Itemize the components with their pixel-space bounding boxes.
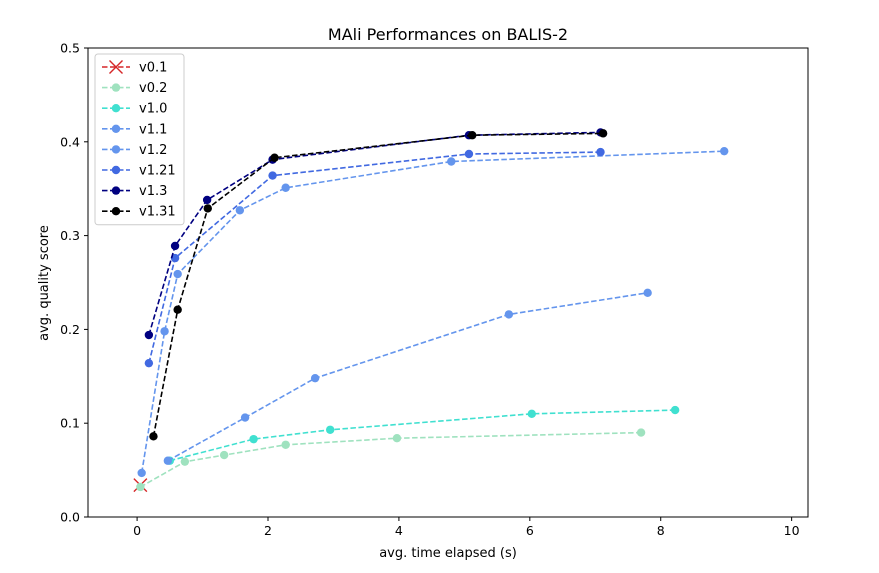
point-v1.1-2 xyxy=(310,373,320,383)
point-v0.2-1 xyxy=(180,457,190,466)
legend-x-marker-b xyxy=(109,60,123,74)
legend-entry-v1.3: v1.3 xyxy=(102,184,167,199)
point-v1.1-4 xyxy=(643,288,652,298)
point-v1.21-2 xyxy=(268,171,277,180)
y-tick-label-0.2: 0.2 xyxy=(60,322,80,337)
point-v0.2-0 xyxy=(136,482,145,492)
x-tick-label-4: 4 xyxy=(395,523,403,538)
legend-box xyxy=(94,53,185,226)
legend-entry-v1.31: v1.31 xyxy=(102,205,176,220)
point-v1.0-3 xyxy=(527,409,536,419)
point-v1.3-2 xyxy=(202,195,212,205)
legend-entry-v1.21: v1.21 xyxy=(102,164,176,179)
point-v1.31-0 xyxy=(149,432,158,441)
y-tick-label-0.4: 0.4 xyxy=(60,134,80,149)
legend-entry-v1.0: v1.0 xyxy=(102,102,167,117)
y-tick-label-0.5: 0.5 xyxy=(60,41,80,56)
legend-entry-v1.1: v1.1 xyxy=(102,122,167,137)
series-v1.2 xyxy=(137,146,729,478)
legend-label-v0.1: v0.1 xyxy=(139,61,167,76)
point-v1.21-3 xyxy=(464,149,474,159)
axes: 0 2 4 6 8 10 0.0 0.1 0.2 0.3 0.4 0.5 xyxy=(60,41,809,538)
series-group xyxy=(133,128,729,493)
series-line-v0.2 xyxy=(140,431,642,488)
point-v1.0-4 xyxy=(670,405,680,415)
point-v1.2-4 xyxy=(281,183,290,192)
y-tick-label-0.3: 0.3 xyxy=(60,228,80,243)
legend-label-v1.2: v1.2 xyxy=(139,143,167,158)
plot-area xyxy=(133,128,729,493)
x-tick-label-8: 8 xyxy=(657,523,665,538)
point-v1.21-4 xyxy=(596,147,605,157)
point-v1.31-5 xyxy=(598,129,608,138)
legend-label-v0.2: v0.2 xyxy=(139,81,167,96)
x-tick-label-10: 10 xyxy=(784,523,800,538)
series-line-v1.3 xyxy=(148,131,601,336)
point-v1.31-2 xyxy=(203,204,212,213)
series-line-v1.31 xyxy=(152,132,604,437)
chart-title: MAli Performances on BALIS-2 xyxy=(328,25,568,44)
point-v1.2-5 xyxy=(447,157,456,166)
series-v1.31 xyxy=(149,129,608,441)
point-v1.31-3 xyxy=(270,153,279,162)
axes-frame xyxy=(87,47,809,518)
point-v1.2-0 xyxy=(137,468,146,478)
legend-entry-v0.2: v0.2 xyxy=(102,81,167,96)
point-v1.3-0 xyxy=(144,330,154,340)
point-v0.2-2 xyxy=(219,450,229,460)
point-v0.2-4 xyxy=(392,434,402,443)
legend-marker-v1.31 xyxy=(111,207,121,216)
legend-entry-v0.1: v0.1 xyxy=(102,60,167,76)
legend-label-v1.31: v1.31 xyxy=(139,205,176,220)
legend-label-v1.3: v1.3 xyxy=(139,184,167,199)
legend-label-v1.0: v1.0 xyxy=(139,102,167,117)
y-tick-label-0.1: 0.1 xyxy=(60,416,80,431)
legend-marker-v1.21 xyxy=(111,165,121,175)
point-v1.31-1 xyxy=(173,305,182,314)
point-v1.2-1 xyxy=(160,327,169,336)
x-axis-title: avg. time elapsed (s) xyxy=(379,546,517,561)
point-v0.2-3 xyxy=(281,440,290,449)
legend-label-v1.1: v1.1 xyxy=(139,122,167,137)
point-v1.1-3 xyxy=(504,310,514,319)
legend-marker-v1.3 xyxy=(111,186,121,195)
legend-label-v1.21: v1.21 xyxy=(139,164,176,179)
legend-entry-v1.2: v1.2 xyxy=(102,143,167,158)
point-v0.2-5 xyxy=(636,428,646,437)
x-tick-label-6: 6 xyxy=(526,523,534,538)
point-v1.1-0 xyxy=(163,456,173,465)
point-v1.2-3 xyxy=(235,206,245,215)
legend-marker-v0.2 xyxy=(111,83,121,92)
point-v1.2-6 xyxy=(720,146,729,156)
point-v1.2-2 xyxy=(173,269,182,279)
point-v1.3-1 xyxy=(170,241,180,251)
point-v1.0-1 xyxy=(249,434,258,444)
point-v1.21-0 xyxy=(144,358,154,368)
y-axis-title: avg. quality score xyxy=(37,225,52,341)
series-v0.2 xyxy=(136,428,646,492)
legend-marker-v1.2 xyxy=(111,145,121,154)
x-tick-label-2: 2 xyxy=(264,523,272,538)
point-v1.0-2 xyxy=(325,425,335,434)
series-v1.1 xyxy=(163,288,652,465)
x-tick-label-0: 0 xyxy=(133,523,141,538)
point-v1.1-1 xyxy=(240,413,250,422)
legend-marker-v1.0 xyxy=(111,104,121,113)
legend: v0.1 v0.2 v1.0 v1.1 v1.2 v1.21 v1.3 v1.31 xyxy=(94,53,185,226)
point-v1.31-4 xyxy=(468,131,477,140)
y-tick-label-0.0: 0.0 xyxy=(60,510,80,525)
legend-marker-v1.1 xyxy=(111,124,121,133)
